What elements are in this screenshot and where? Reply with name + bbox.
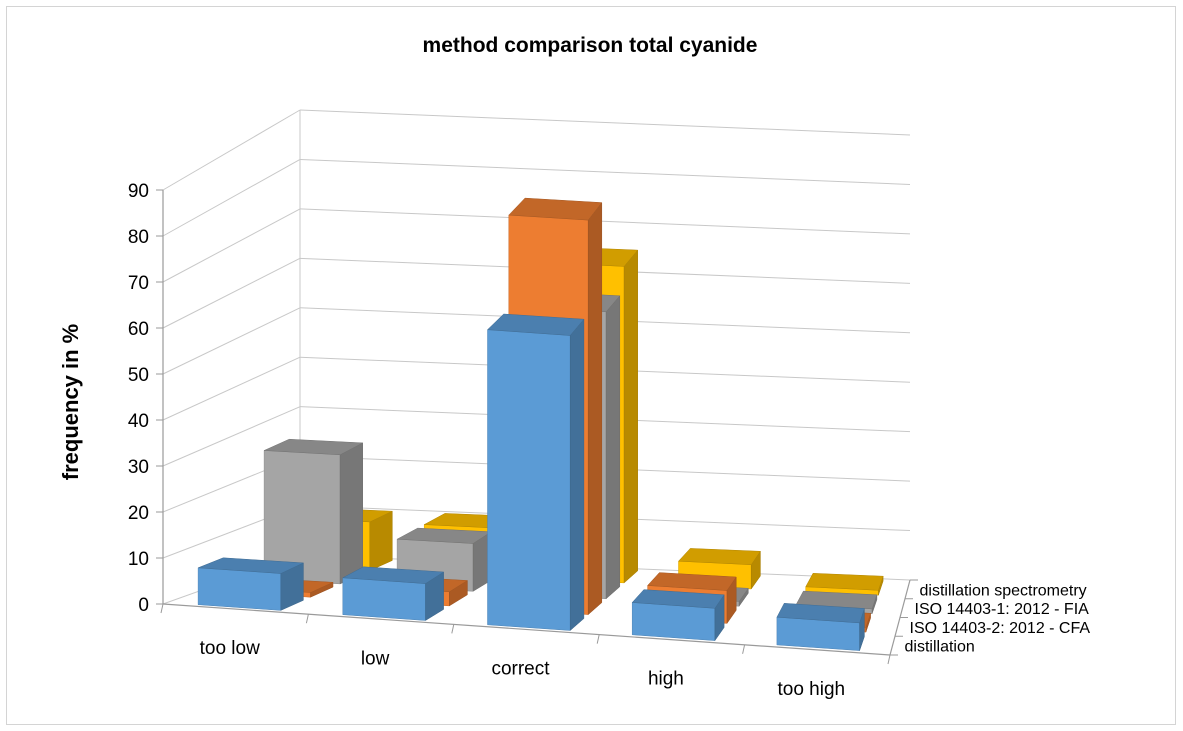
bar-side-face — [623, 249, 638, 584]
side-gridline — [162, 159, 301, 237]
bar-front-face — [197, 567, 282, 611]
y-tick-label: 40 — [128, 411, 149, 432]
series-label: distillation spectrometry — [920, 582, 1087, 599]
side-gridline — [162, 208, 301, 283]
series-label: distillation — [905, 639, 975, 656]
category-label: low — [361, 648, 390, 669]
category-label: too low — [200, 638, 260, 659]
bar-top-face — [198, 557, 304, 574]
bar-top-face — [677, 548, 761, 565]
bar-front-face — [487, 329, 571, 631]
y-tick-label: 90 — [128, 181, 149, 202]
bar-distillation — [776, 603, 865, 651]
bar-iso-14403-1-2012-fia — [263, 438, 364, 585]
bar-front-face — [342, 577, 426, 621]
x-tick-mark — [160, 603, 164, 614]
back-gridline — [299, 208, 911, 235]
y-tick-label: 30 — [128, 457, 149, 478]
bar-distillation — [341, 566, 445, 621]
x-tick-mark — [305, 614, 309, 624]
bar-top-face — [263, 438, 364, 456]
category-label: too high — [777, 679, 845, 700]
side-gridline — [162, 307, 301, 375]
x-tick-mark — [596, 634, 600, 644]
x-tick-mark — [451, 624, 455, 634]
bar-top-face — [647, 572, 737, 591]
bar-top-face — [341, 566, 445, 584]
axes — [156, 189, 918, 665]
y-tick-label: 20 — [128, 503, 149, 524]
side-gridline — [162, 257, 301, 329]
x-axis-line — [162, 603, 891, 656]
bar-top-face — [805, 573, 884, 591]
bar-distillation — [486, 313, 585, 632]
bars — [197, 197, 884, 651]
side-gridline — [162, 109, 301, 191]
bar-front-face — [631, 602, 716, 641]
bar-distillation — [631, 589, 725, 642]
y-axis-label: frequency in % — [58, 324, 83, 480]
bar-side-face — [569, 318, 585, 632]
bar-side-face — [605, 295, 621, 600]
x-tick-mark — [887, 654, 891, 665]
back-gridline — [299, 109, 911, 136]
side-gridline — [162, 356, 301, 421]
chart-frame — [6, 6, 1176, 725]
y-tick-label: 10 — [128, 549, 149, 570]
bar-top-face — [776, 603, 865, 624]
x-tick-mark — [742, 644, 746, 654]
chart-title: method comparison total cyanide — [423, 34, 758, 57]
bar-distillation — [197, 557, 304, 611]
y-tick-label: 80 — [128, 227, 149, 248]
labels: 0 10 20 30 40 50 60 70 80 90 too low low correct high… — [128, 181, 1091, 700]
bar-side-face — [339, 442, 363, 585]
series-label: ISO 14403-2: 2012 - CFA — [910, 620, 1091, 637]
category-label: high — [648, 669, 684, 690]
bar-top-face — [486, 313, 585, 336]
bar-distillation-spectrometry — [805, 573, 884, 596]
y-tick-label: 60 — [128, 319, 149, 340]
back-gridline — [299, 158, 911, 185]
y-tick-label: 70 — [128, 273, 149, 294]
side-gridline — [162, 406, 301, 467]
bar-top-face — [508, 197, 603, 221]
y-tick-label: 0 — [138, 595, 149, 616]
bar-side-face — [587, 201, 603, 616]
y-tick-label: 50 — [128, 365, 149, 386]
category-label: correct — [491, 659, 550, 680]
series-label: ISO 14403-1: 2012 - FIA — [915, 601, 1090, 618]
bar-top-face — [631, 589, 725, 609]
